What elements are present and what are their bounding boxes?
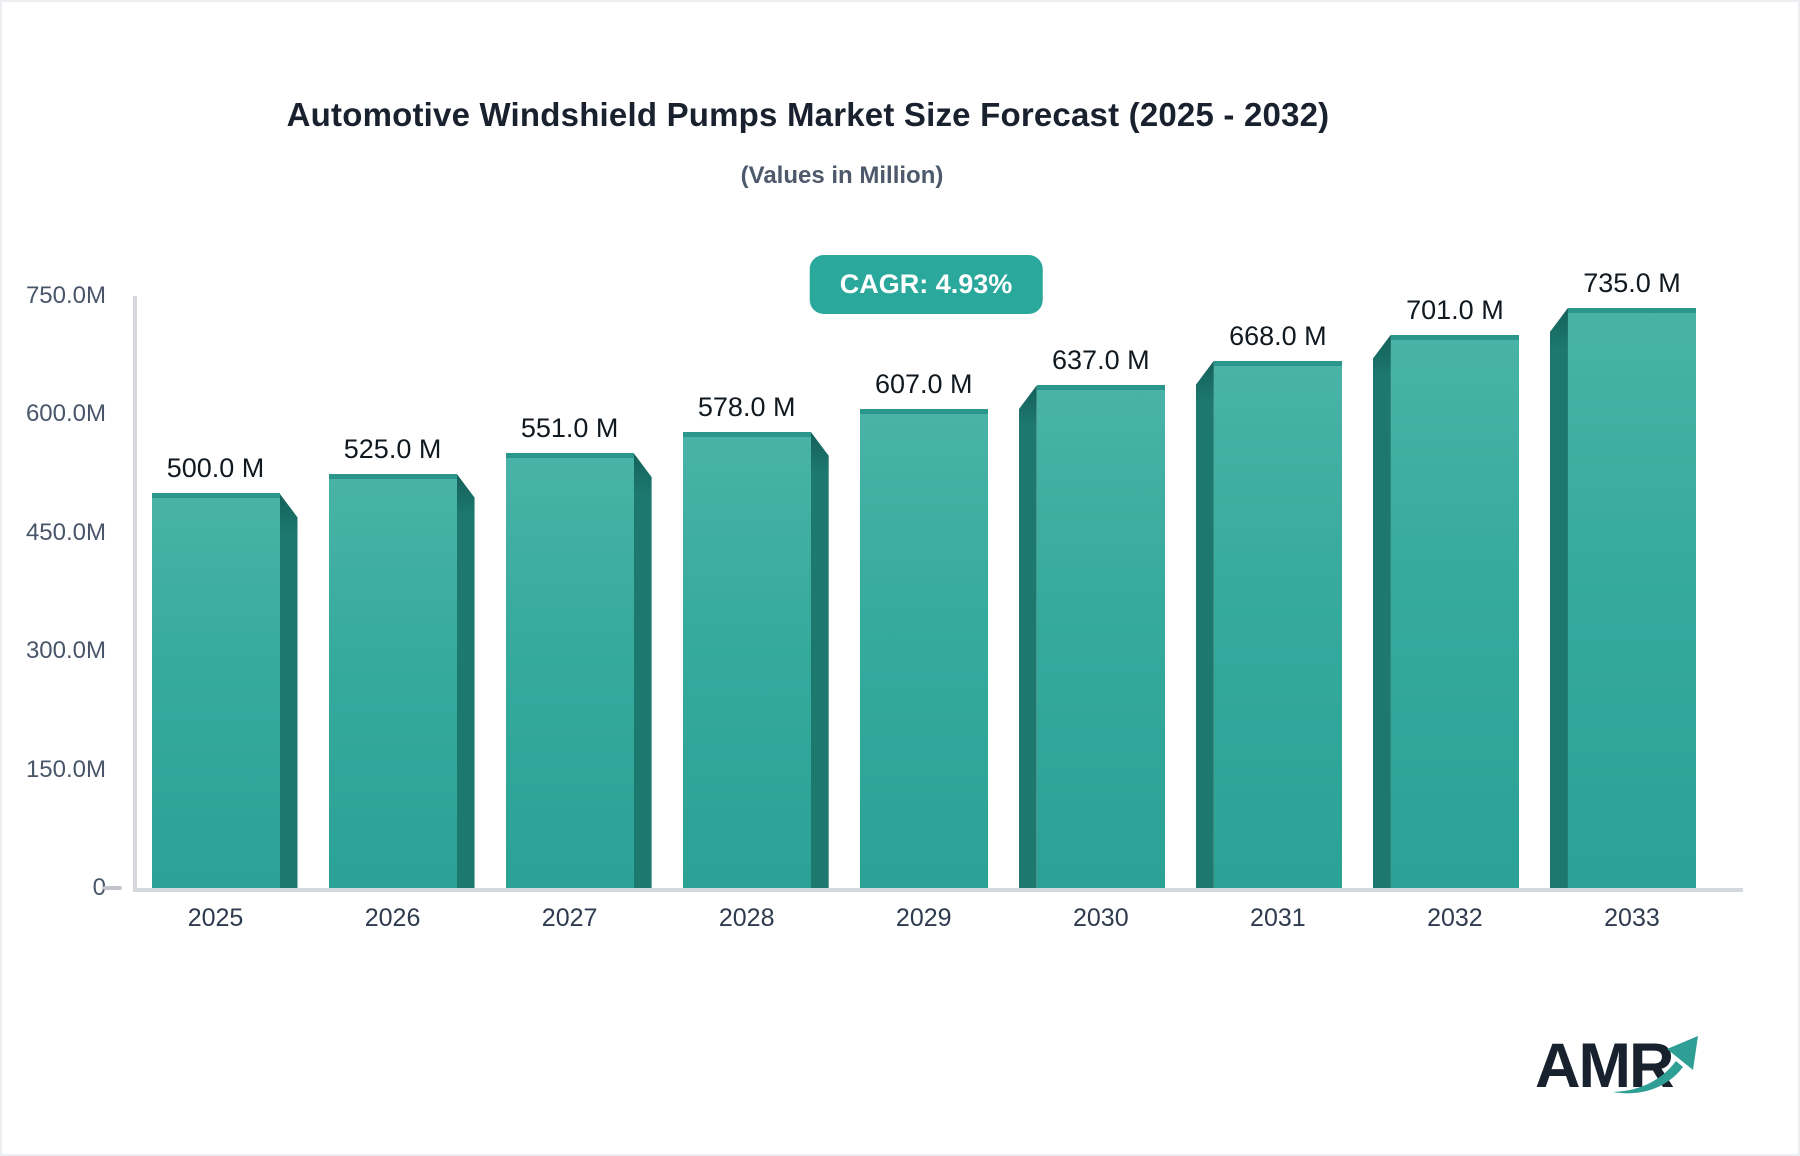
x-tick-label: 2033 — [1604, 904, 1660, 932]
bar-value-label: 668.0 M — [1229, 320, 1327, 351]
bar-3d-side — [279, 493, 298, 888]
bar-value-label: 607.0 M — [874, 368, 973, 399]
bar-3d-side — [1018, 385, 1037, 888]
bar-value-label: 637.0 M — [1052, 345, 1150, 376]
bar-3d-side — [810, 431, 829, 888]
bar-2029 — [859, 408, 988, 888]
bar-value-label: 551.0 M — [520, 413, 619, 444]
bar-top-edge — [151, 493, 280, 499]
bar-face — [1036, 385, 1165, 888]
y-tick-label: 0 — [92, 874, 106, 901]
bar-2030 — [1018, 385, 1165, 888]
x-tick-label: 2031 — [1250, 904, 1306, 932]
x-tick-label: 2029 — [895, 904, 952, 932]
x-tick-label: 2025 — [187, 904, 244, 932]
y-tick-label: 150.0M — [25, 755, 106, 783]
bar-2033 — [1549, 307, 1696, 888]
bar-3d-side — [1195, 360, 1214, 888]
cagr-badge: CAGR: 4.93% — [809, 255, 1043, 314]
bar-value-label: 500.0 M — [166, 453, 265, 484]
bar-3d-side — [1372, 334, 1391, 888]
x-tick-label: 2028 — [718, 904, 775, 932]
bar-2026 — [328, 473, 475, 888]
bar-top-edge — [859, 408, 988, 414]
bar-value-label: 525.0 M — [343, 433, 442, 464]
bar-3d-side — [1549, 307, 1568, 888]
bar-face — [1390, 334, 1519, 888]
y-tick-label: 300.0M — [25, 637, 106, 665]
bar-face — [859, 408, 988, 888]
chart-subtitle: (Values in Million) — [740, 162, 944, 189]
growth-arrow-icon — [1613, 1036, 1698, 1094]
bar-top-edge — [1390, 334, 1519, 340]
bar-face — [1567, 307, 1696, 888]
zero-tick-dash — [103, 886, 122, 890]
bar-face — [328, 473, 457, 888]
bar-face — [505, 453, 634, 888]
bar-2031 — [1195, 360, 1342, 888]
chart-title: Automotive Windshield Pumps Market Size … — [286, 96, 1330, 133]
bar-value-label: 701.0 M — [1406, 294, 1504, 325]
bar-value-label: 578.0 M — [697, 391, 796, 422]
x-tick-label: 2027 — [541, 904, 598, 932]
bar-2032 — [1372, 334, 1519, 888]
bar-face — [682, 431, 811, 888]
bar-3d-side — [456, 473, 475, 888]
x-tick-label: 2032 — [1427, 904, 1483, 932]
bar-value-label: 735.0 M — [1583, 267, 1681, 298]
bar-2027 — [505, 453, 652, 888]
bar-2025 — [151, 493, 298, 888]
y-axis-line — [133, 296, 137, 892]
y-tick-label: 600.0M — [25, 400, 106, 428]
x-tick-label: 2026 — [364, 904, 421, 932]
bar-top-edge — [1567, 307, 1696, 313]
bar-top-edge — [1213, 360, 1342, 366]
bar-2028 — [682, 431, 829, 888]
bar-face — [151, 493, 280, 888]
y-tick-label: 450.0M — [25, 518, 106, 546]
bar-3d-side — [633, 453, 652, 888]
bar-top-edge — [1036, 385, 1165, 391]
y-tick-label: 750.0M — [25, 282, 106, 309]
bar-face — [1213, 360, 1342, 888]
bar-top-edge — [505, 453, 634, 459]
bar-top-edge — [682, 431, 811, 437]
x-tick-label: 2030 — [1072, 904, 1129, 932]
bar-top-edge — [328, 473, 457, 479]
bar-chart: 750.0M 600.0M 450.0M 300.0M 150.0M 0 500.0 M 5… — [2, 268, 1798, 996]
amr-logo: AMR — [1535, 1030, 1715, 1116]
x-axis-line — [133, 888, 1743, 892]
